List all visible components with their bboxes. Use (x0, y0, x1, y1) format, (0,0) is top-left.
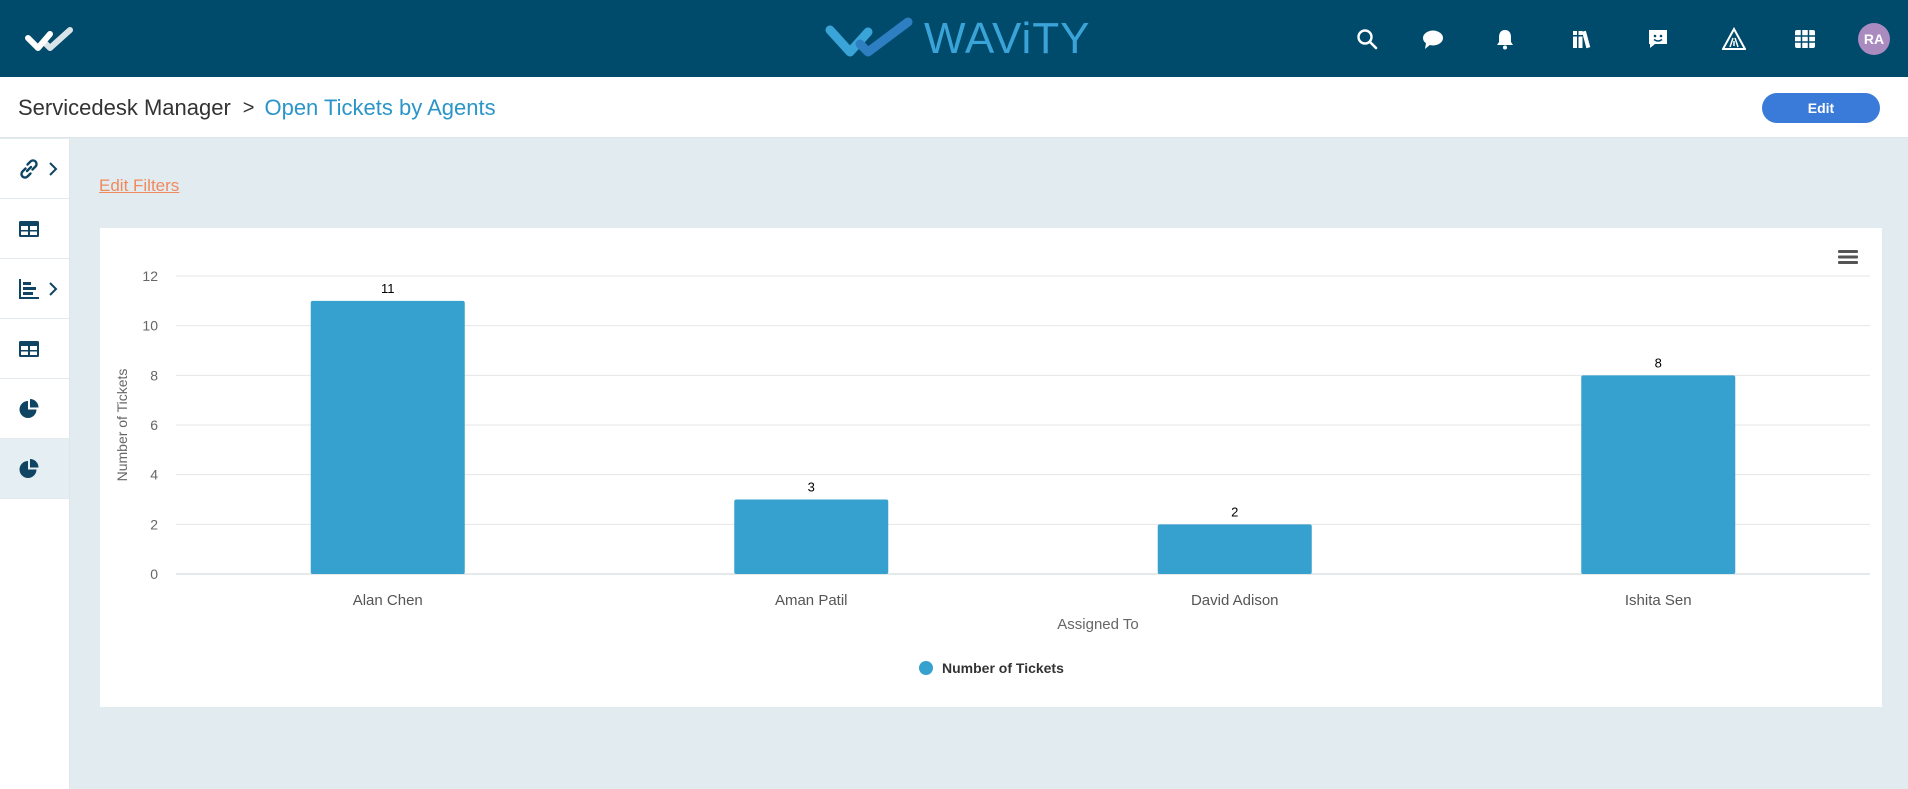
brand-name: WAViTY (924, 14, 1091, 63)
sidebar-item-table[interactable] (0, 199, 69, 259)
feedback-icon[interactable] (1643, 24, 1673, 54)
bar (310, 300, 465, 574)
y-tick-label: 12 (142, 268, 158, 284)
table-icon (19, 220, 39, 237)
x-axis-title: Assigned To (1057, 616, 1138, 633)
pie-chart-icon (19, 398, 39, 418)
chat-icon[interactable] (1418, 24, 1448, 54)
app-launcher-check-icon[interactable] (24, 24, 78, 54)
x-tick-label: Aman Patil (775, 592, 848, 609)
warning-road-icon[interactable] (1719, 24, 1749, 54)
edit-button[interactable]: Edit (1762, 93, 1880, 123)
pie-chart-icon (19, 458, 39, 478)
bar (1157, 524, 1312, 574)
breadcrumb: Servicedesk Manager > Open Tickets by Ag… (18, 95, 496, 121)
sidebar-item-table-2[interactable] (0, 319, 69, 379)
data-label: 8 (1655, 355, 1662, 370)
sidebar-item-pie-chart-active[interactable] (0, 439, 69, 499)
bar (734, 499, 889, 574)
bar-chart: 0 2 4 6 8 10 12 11 Alan Chen 3 Aman Patil 2 David Ad… (114, 268, 1870, 676)
legend-marker (919, 661, 933, 675)
data-label: 2 (1231, 504, 1238, 519)
search-icon[interactable] (1352, 24, 1382, 54)
y-axis-title: Number of Tickets (114, 369, 130, 482)
x-tick-label: Ishita Sen (1625, 592, 1692, 609)
bell-icon[interactable] (1490, 24, 1520, 54)
legend-label: Number of Tickets (942, 660, 1064, 676)
user-avatar[interactable]: RA (1858, 23, 1890, 55)
breadcrumb-separator: > (242, 96, 255, 119)
brand-logo: WAViTY (824, 14, 1091, 64)
y-tick-label: 6 (150, 417, 158, 433)
grid-icon[interactable] (1790, 24, 1820, 54)
sidebar-item-links[interactable] (0, 139, 69, 199)
chevron-right-icon (49, 162, 58, 176)
chevron-right-icon (49, 282, 58, 296)
page-header: Servicedesk Manager > Open Tickets by Ag… (0, 77, 1908, 138)
sidebar-item-bar-chart[interactable] (0, 259, 69, 319)
x-tick-label: Alan Chen (353, 592, 423, 609)
breadcrumb-root[interactable]: Servicedesk Manager (18, 95, 231, 120)
sidebar-item-pie-chart[interactable] (0, 379, 69, 439)
y-tick-label: 10 (142, 318, 158, 334)
chart-menu-icon[interactable] (1836, 246, 1860, 268)
top-navigation-bar: WAViTY RA (0, 0, 1908, 77)
library-icon[interactable] (1568, 24, 1598, 54)
edit-filters-link[interactable]: Edit Filters (99, 176, 180, 195)
y-tick-label: 0 (150, 566, 158, 582)
breadcrumb-current: Open Tickets by Agents (264, 95, 496, 120)
sidebar (0, 139, 70, 789)
data-label: 11 (381, 281, 395, 296)
y-tick-label: 8 (150, 367, 158, 383)
bar-chart-icon (19, 278, 39, 299)
y-tick-label: 2 (150, 516, 158, 532)
brand-check-mark-icon (825, 17, 913, 57)
bar (1581, 375, 1736, 574)
x-tick-label: David Adison (1191, 592, 1279, 609)
table-icon (19, 340, 39, 357)
link-icon (20, 158, 38, 179)
data-label: 3 (808, 480, 815, 495)
y-tick-label: 4 (150, 467, 158, 483)
